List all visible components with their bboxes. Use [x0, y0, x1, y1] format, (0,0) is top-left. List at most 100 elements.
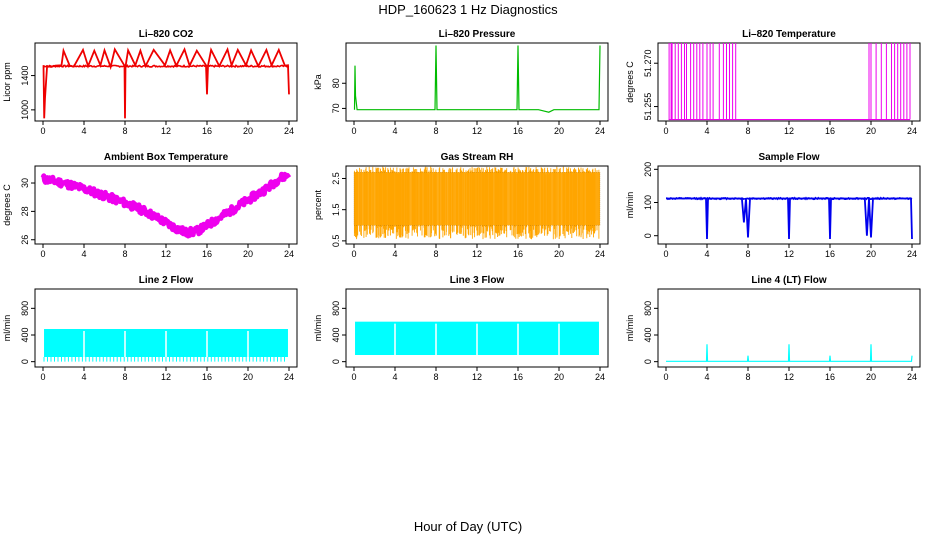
y-tick-label: 1400	[20, 66, 30, 86]
series-noise	[42, 64, 290, 69]
x-tick-label: 16	[825, 249, 835, 259]
chart-title: Line 2 Flow	[139, 275, 194, 286]
x-tick-label: 0	[351, 126, 356, 136]
y-tick-label: 400	[20, 327, 30, 342]
x-tick-label: 24	[595, 126, 605, 136]
y-axis-label: kPa	[313, 74, 323, 90]
x-tick-label: 8	[745, 126, 750, 136]
x-tick-label: 8	[745, 249, 750, 259]
x-tick-label: 4	[392, 126, 397, 136]
data-area	[353, 166, 601, 240]
y-tick-label: 0.5	[331, 235, 341, 248]
y-tick-label: 1.5	[331, 203, 341, 216]
series-noise	[353, 166, 600, 240]
x-tick-label: 8	[122, 126, 127, 136]
chart-line3: Line 3 Flow ml/min 0 4 8 12 16 20 24 0 400 800	[313, 275, 609, 382]
y-axis-label: ml/min	[313, 315, 323, 342]
x-tick-label: 12	[161, 126, 171, 136]
x-tick-label: 8	[122, 372, 127, 382]
data-area	[666, 196, 913, 240]
x-tick-label: 20	[243, 249, 253, 259]
x-tick-label: 12	[784, 126, 794, 136]
x-tick-label: 24	[284, 249, 294, 259]
chart-rh: Gas Stream RH percent 0 4 8 12 16 20 24 0.5 1.5 2.5	[313, 152, 609, 259]
x-tick-label: 24	[284, 372, 294, 382]
series-line	[42, 46, 290, 119]
series-drops	[43, 357, 285, 362]
y-tick-label: 800	[20, 301, 30, 316]
x-tick-label: 24	[907, 372, 917, 382]
x-tick-label: 8	[433, 126, 438, 136]
chart-title: Gas Stream RH	[441, 152, 514, 163]
y-axis-label: degrees C	[625, 61, 635, 103]
data-area	[43, 329, 288, 362]
x-tick-label: 4	[81, 249, 86, 259]
x-tick-label: 16	[202, 126, 212, 136]
x-tick-label: 16	[202, 372, 212, 382]
x-tick-label: 4	[392, 372, 397, 382]
series-line	[666, 344, 913, 362]
x-tick-label: 0	[663, 126, 668, 136]
series-band	[40, 171, 292, 239]
x-tick-label: 4	[704, 126, 709, 136]
x-tick-label: 24	[907, 249, 917, 259]
chart-title: Line 4 (LT) Flow	[751, 275, 827, 286]
x-tick-label: 16	[825, 126, 835, 136]
x-tick-label: 20	[866, 372, 876, 382]
x-tick-label: 20	[554, 249, 564, 259]
y-axis-label: ml/min	[625, 192, 635, 219]
x-tick-label: 20	[554, 126, 564, 136]
x-tick-label: 4	[704, 249, 709, 259]
y-tick-label: 0	[331, 359, 341, 364]
y-tick-label: 400	[643, 327, 653, 342]
x-tick-label: 12	[784, 249, 794, 259]
chart-title: Line 3 Flow	[450, 275, 505, 286]
y-tick-label: 800	[331, 301, 341, 316]
plot-frame	[34, 42, 298, 122]
plot-frame	[34, 165, 298, 245]
y-tick-label: 51.270	[643, 49, 653, 77]
data-area	[353, 45, 601, 113]
x-tick-label: 4	[704, 372, 709, 382]
x-tick-label: 8	[433, 372, 438, 382]
y-axis-label: percent	[313, 189, 323, 220]
chart-ambient_temp: Ambient Box Temperature degrees C 0 4 8 12 16 2…	[2, 152, 298, 259]
x-tick-label: 0	[40, 372, 45, 382]
y-tick-label: 0	[20, 359, 30, 364]
x-tick-label: 24	[907, 126, 917, 136]
chart-sample_flow: Sample Flow ml/min 0 4 8 12 16 20 24 0 100 200	[625, 152, 921, 259]
y-tick-label: 30	[20, 178, 30, 188]
y-tick-label: 400	[331, 327, 341, 342]
figure-x-axis-label: Hour of Day (UTC)	[413, 519, 523, 534]
series-line	[353, 45, 601, 113]
x-tick-label: 24	[595, 249, 605, 259]
y-tick-label: 0	[643, 233, 653, 238]
data-area	[40, 171, 292, 239]
x-tick-label: 8	[433, 249, 438, 259]
chart-title: Li–820 CO2	[139, 29, 194, 40]
x-tick-label: 16	[202, 249, 212, 259]
y-tick-label: 800	[643, 301, 653, 316]
x-tick-label: 16	[513, 372, 523, 382]
y-tick-label: 0	[643, 359, 653, 364]
data-area	[668, 43, 911, 121]
x-tick-label: 12	[472, 126, 482, 136]
y-tick-label: 26	[20, 235, 30, 245]
x-tick-label: 0	[663, 249, 668, 259]
y-axis-label: ml/min	[625, 315, 635, 342]
x-tick-label: 20	[243, 372, 253, 382]
x-tick-label: 24	[284, 126, 294, 136]
y-tick-label: 28	[20, 206, 30, 216]
chart-line2: Line 2 Flow ml/min 0 4 8 12 16 20 24 0 400 800	[2, 275, 298, 382]
chart-title: Ambient Box Temperature	[104, 152, 229, 163]
x-tick-label: 16	[513, 249, 523, 259]
x-tick-label: 12	[784, 372, 794, 382]
x-tick-label: 0	[351, 372, 356, 382]
x-tick-label: 12	[161, 249, 171, 259]
data-area	[42, 46, 290, 119]
chart-pressure: Li–820 Pressure kPa 0 4 8 12 16 20 24 70 80	[313, 29, 609, 136]
x-tick-label: 0	[40, 126, 45, 136]
y-tick-label: 1000	[20, 100, 30, 120]
x-tick-label: 20	[866, 126, 876, 136]
